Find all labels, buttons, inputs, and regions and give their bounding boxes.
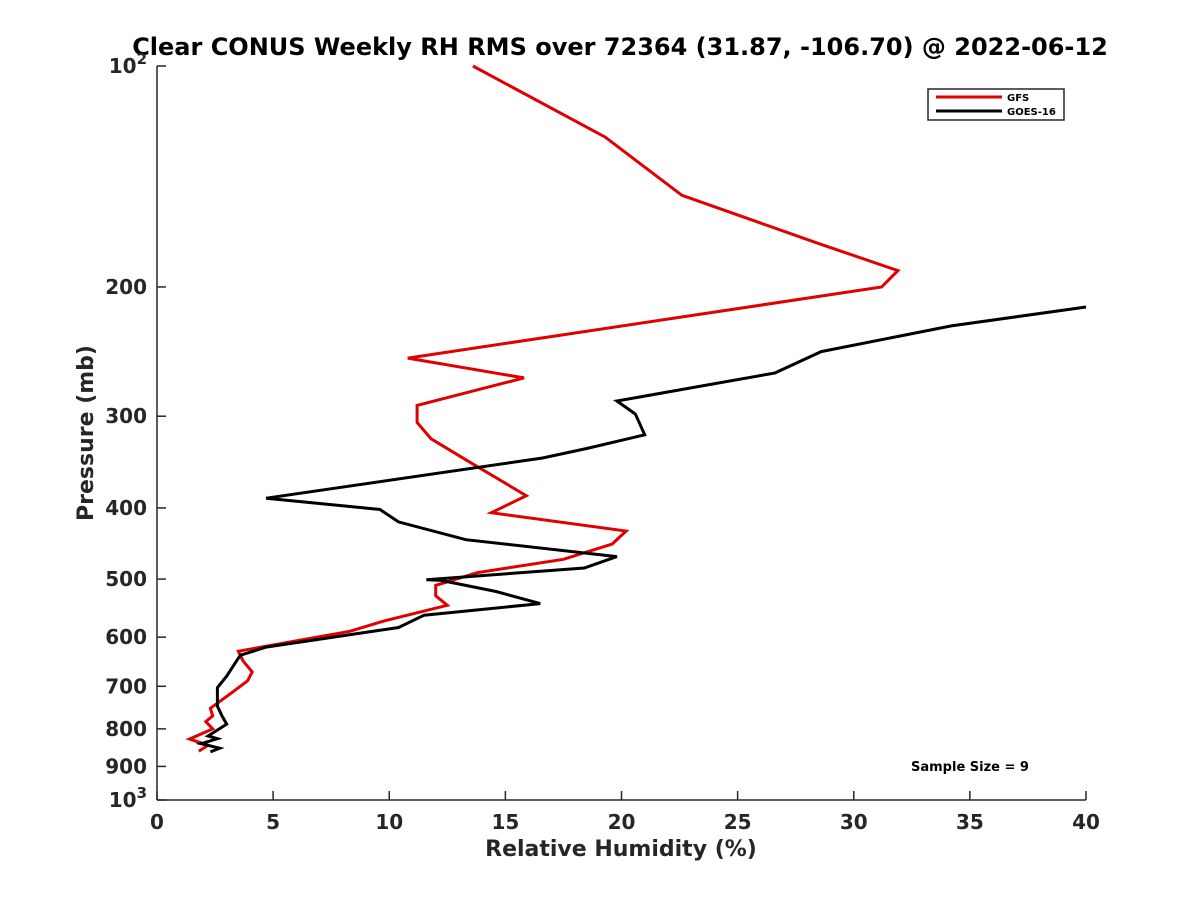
- legend-box: [927, 88, 1065, 121]
- x-tick-label-15: 15: [491, 810, 519, 834]
- y-tick-label-400: 400: [105, 496, 147, 520]
- x-tick-label-30: 30: [840, 810, 868, 834]
- y-tick-label-300: 300: [105, 404, 147, 428]
- y-axis-label: Pressure (mb): [74, 345, 99, 521]
- y-tick-label-600: 600: [105, 625, 147, 649]
- y-tick-label-900: 900: [105, 754, 147, 778]
- series-line-goes-16: [195, 305, 1087, 754]
- x-ticks: 0 5 10 15 20 25 30 35 40: [150, 791, 1100, 834]
- y-tick-label-500: 500: [105, 567, 147, 591]
- legend: GFS GOES-16: [927, 88, 1065, 121]
- x-tick-label-5: 5: [266, 810, 280, 834]
- series-line-gfs: [185, 64, 901, 753]
- x-tick-label-10: 10: [375, 810, 403, 834]
- x-tick-label-40: 40: [1072, 810, 1100, 834]
- y-tick-label-700: 700: [105, 674, 147, 698]
- sample-size-annotation: Sample Size = 9: [911, 760, 1029, 775]
- series-layer: [185, 64, 1087, 754]
- legend-label-gfs: GFS: [1007, 93, 1029, 104]
- x-tick-label-25: 25: [724, 810, 752, 834]
- x-tick-label-35: 35: [956, 810, 984, 834]
- x-axis-label: Relative Humidity (%): [485, 837, 757, 862]
- chart-title: Clear CONUS Weekly RH RMS over 72364 (31…: [132, 33, 1108, 61]
- x-tick-label-20: 20: [608, 810, 636, 834]
- y-tick-label-200: 200: [105, 275, 147, 299]
- x-tick-label-0: 0: [150, 810, 164, 834]
- y-tick-label-800: 800: [105, 717, 147, 741]
- legend-label-goes-16: GOES-16: [1007, 107, 1056, 118]
